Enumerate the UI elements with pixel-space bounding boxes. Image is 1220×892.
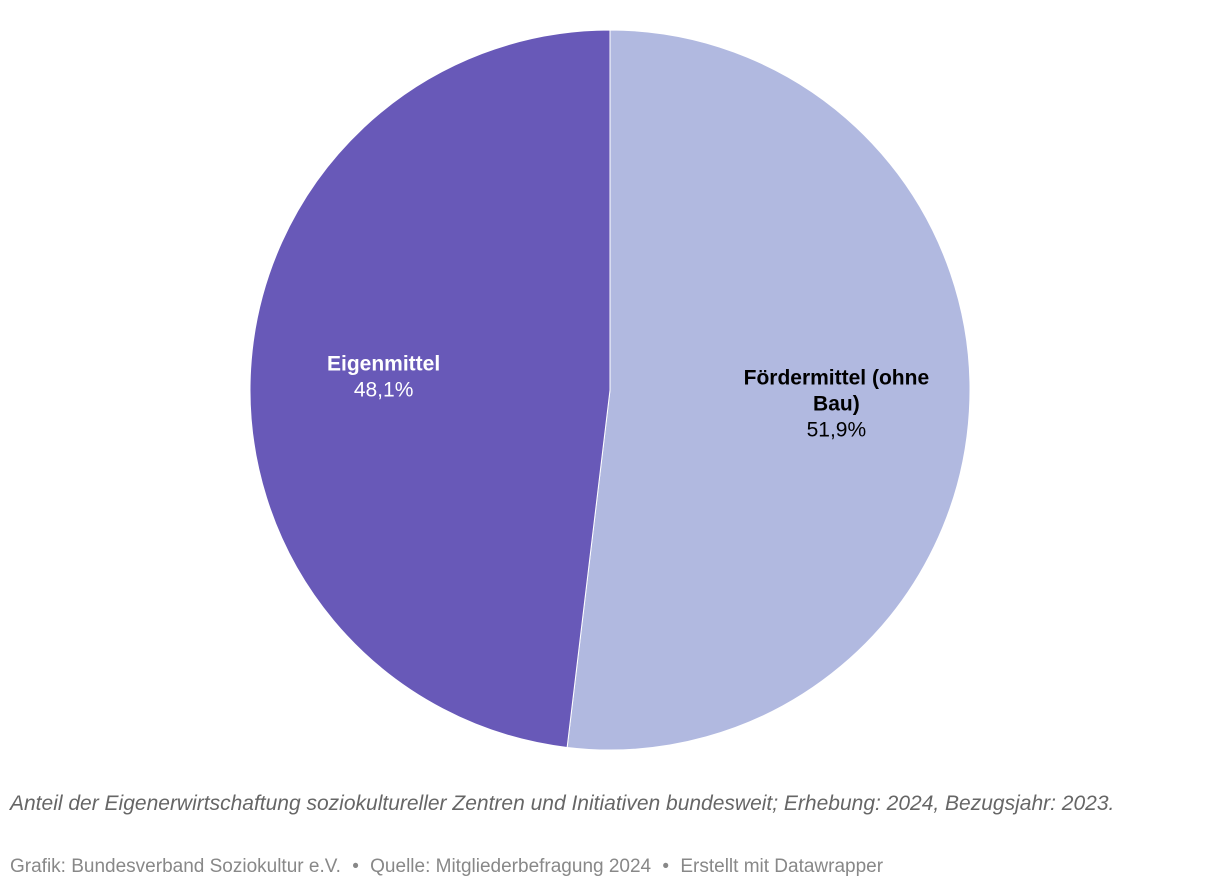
slice-label-name: Fördermittel (ohne	[744, 367, 930, 390]
byline-quelle: Quelle: Mitgliederbefragung 2024	[370, 856, 652, 877]
chart-notes: Anteil der Eigenerwirtschaftung soziokul…	[10, 792, 1115, 815]
slice-label-value: 48,1%	[354, 378, 414, 401]
byline-separator: •	[352, 856, 359, 877]
pie-slice	[249, 29, 611, 748]
byline-grafik: Grafik: Bundesverband Soziokultur e.V.	[10, 856, 341, 877]
slice-label-name: Bau)	[813, 393, 860, 416]
slice-label: Fördermittel (ohne Bau) 51,9%	[744, 367, 930, 442]
byline-erstellt-mit-link[interactable]: Erstellt mit Datawrapper	[680, 856, 884, 877]
slice-label: Eigenmittel 48,1%	[327, 352, 440, 401]
slice-label-name: Eigenmittel	[327, 352, 440, 375]
chart-byline: Grafik: Bundesverband Soziokultur e.V. •…	[10, 854, 1200, 880]
pie-chart: Fördermittel (ohne Bau) 51,9% Eigenmittel 48…	[249, 29, 971, 751]
pie-slice	[566, 29, 971, 751]
slice-label-value: 51,9%	[807, 419, 867, 442]
byline-separator: •	[662, 856, 670, 877]
